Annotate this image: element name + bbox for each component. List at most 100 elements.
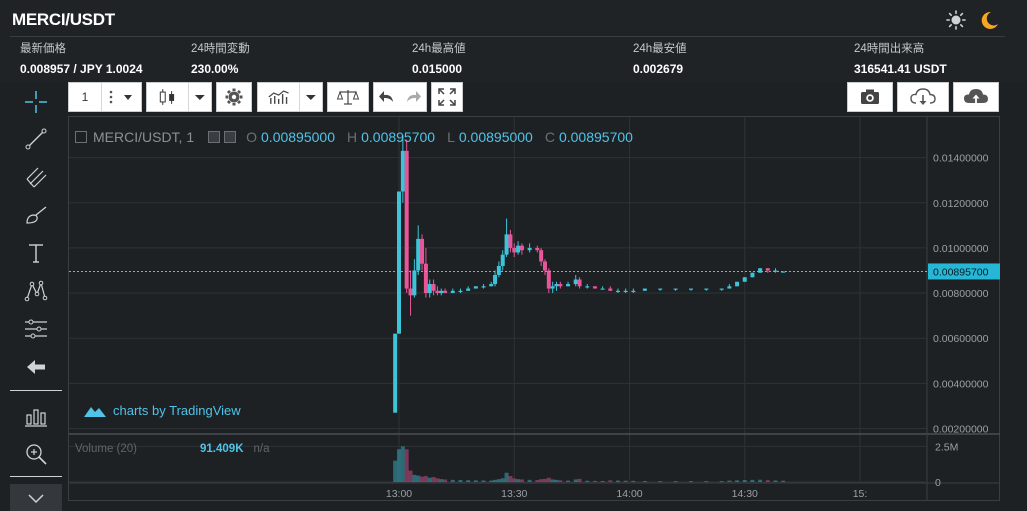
stat-24h-volume: 24時間出来高 316541.41 USDT — [854, 40, 947, 76]
back-arrow-icon — [27, 360, 45, 374]
interval-select[interactable]: 1 — [68, 82, 142, 112]
undo-icon[interactable] — [377, 88, 397, 106]
gear-icon[interactable] — [164, 444, 175, 455]
zoom-tool[interactable] — [20, 439, 52, 469]
sun-icon[interactable] — [946, 10, 966, 30]
volume-bar — [435, 478, 440, 482]
volume-legend: Volume (20) 91.409K n/a — [75, 443, 270, 455]
volume-bar — [758, 479, 763, 482]
candle-body — [397, 191, 401, 334]
settings-button[interactable] — [216, 82, 252, 112]
eye-icon[interactable] — [149, 444, 160, 455]
volume-bar — [742, 480, 747, 482]
candle-body — [427, 284, 432, 294]
collapse-icon[interactable] — [75, 131, 87, 143]
volume-bar — [600, 481, 605, 483]
brush-tool[interactable] — [20, 200, 52, 230]
volume-bar — [765, 480, 770, 482]
volume-bar — [431, 477, 436, 482]
volume-bar — [615, 480, 620, 482]
redo-icon[interactable] — [403, 88, 423, 106]
pitchfork-tool[interactable] — [20, 162, 52, 192]
gear-icon — [225, 88, 243, 106]
pitchfork-icon — [26, 167, 47, 188]
candle-body — [658, 288, 663, 290]
volume-bar — [592, 480, 597, 482]
toolbar-divider — [10, 390, 62, 391]
volume-bar — [404, 449, 409, 482]
gear-icon[interactable] — [224, 131, 237, 143]
stat-value: 0.008957 / JPY 1.0024 — [20, 62, 143, 76]
trend-line-tool[interactable] — [20, 124, 52, 154]
tradingview-watermark[interactable]: charts by TradingView — [83, 403, 241, 418]
volume-bar — [512, 478, 517, 482]
brush-icon — [26, 206, 47, 224]
caret-down-icon — [306, 95, 317, 100]
volume-bar — [727, 480, 732, 482]
volume-bar — [658, 481, 663, 483]
candle-body — [493, 275, 498, 285]
candle-body — [508, 234, 513, 248]
fullscreen-button[interactable] — [431, 82, 463, 112]
high-label: H — [346, 129, 358, 145]
eye-icon[interactable] — [208, 131, 221, 143]
measure-tool[interactable] — [20, 314, 52, 344]
close-icon[interactable] — [179, 444, 190, 455]
compare-button[interactable] — [327, 82, 369, 112]
candle-body — [758, 268, 763, 273]
candle-body — [642, 288, 647, 291]
undo-redo-group — [373, 82, 427, 112]
volume-bar — [573, 479, 578, 482]
pattern-tool[interactable] — [20, 276, 52, 306]
candle-body — [592, 286, 597, 289]
candle-body — [473, 286, 478, 289]
candle-body — [489, 284, 494, 287]
snapshot-button[interactable] — [847, 82, 893, 112]
chart-area[interactable]: 0.01400000 0.01200000 0.01000000 0.00800000… — [68, 116, 1001, 502]
volume-bar — [688, 481, 693, 483]
volume-bar — [408, 470, 413, 482]
crosshair-tool[interactable] — [20, 87, 52, 117]
candle-style-button[interactable] — [146, 82, 212, 112]
candle-body — [404, 150, 409, 289]
time-tick-label: 13:00 — [386, 488, 412, 500]
time-tick-label: 14:00 — [616, 488, 642, 500]
candle-body — [600, 288, 605, 290]
candle-body — [615, 290, 620, 292]
candle-body — [750, 272, 755, 278]
expand-toolbar-button[interactable] — [10, 484, 62, 511]
text-tool[interactable] — [20, 238, 52, 268]
bottom-margin — [68, 501, 1000, 511]
candle-body — [704, 288, 709, 290]
trend-line-icon — [25, 128, 47, 150]
candle-body — [623, 290, 628, 292]
bar-chart-tool[interactable] — [20, 402, 52, 432]
save-chart-button[interactable] — [953, 82, 999, 112]
indicators-button[interactable] — [257, 82, 323, 112]
watermark-text: charts by TradingView — [113, 403, 241, 418]
load-chart-button[interactable] — [897, 82, 949, 112]
volume-bar — [400, 446, 405, 482]
volume-bar — [719, 481, 724, 483]
candle-body — [585, 286, 590, 288]
candle-body — [719, 288, 724, 290]
candle-body — [688, 288, 693, 290]
volume-bar — [420, 476, 425, 482]
back-tool[interactable] — [20, 352, 52, 382]
open-value: 0.00895000 — [261, 129, 335, 145]
volume-bar — [539, 479, 544, 482]
volume-bar — [566, 480, 571, 482]
volume-label: Volume (20) — [75, 443, 138, 455]
candle-body — [673, 288, 678, 290]
candle-body — [420, 238, 425, 264]
candle-body — [466, 288, 471, 291]
volume-bar — [750, 479, 755, 482]
moon-icon[interactable] — [978, 9, 1000, 31]
price-tick-label: 0.00600000 — [933, 333, 989, 345]
tradingview-logo-icon — [84, 406, 106, 417]
text-icon — [29, 244, 43, 263]
candle-body — [566, 284, 571, 287]
candle-body — [500, 254, 505, 266]
toolbar-divider — [10, 476, 62, 477]
